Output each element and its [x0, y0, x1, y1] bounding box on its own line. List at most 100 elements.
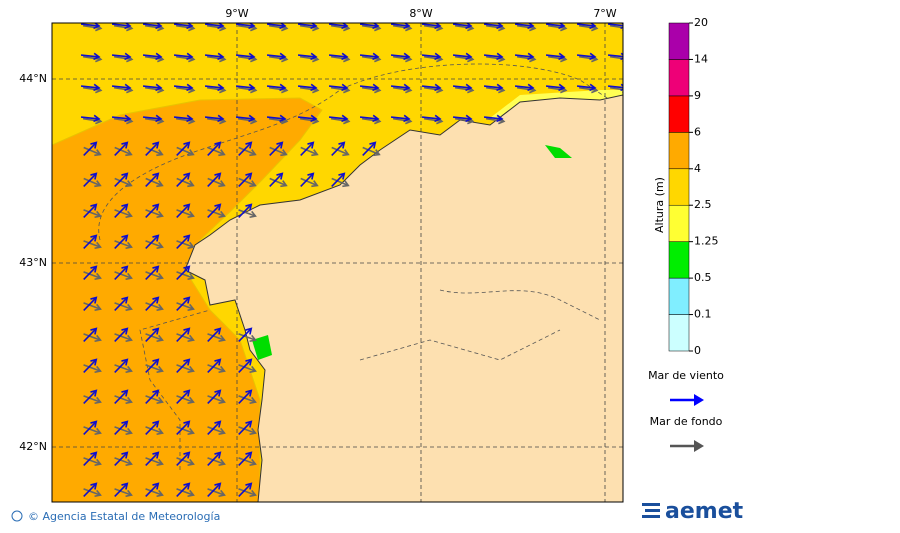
arrow	[145, 488, 163, 496]
arrowhead	[183, 451, 191, 459]
arrowhead	[214, 358, 222, 366]
arrow	[176, 209, 194, 217]
arrowhead	[589, 52, 597, 61]
lat-label: 42°N	[19, 440, 47, 453]
arrow	[238, 420, 252, 436]
arrow	[235, 116, 255, 120]
arrowhead	[218, 396, 226, 405]
arrowhead	[403, 52, 411, 61]
arrow	[176, 451, 190, 467]
arrowhead	[152, 358, 160, 366]
arrowhead	[94, 149, 102, 157]
arrowhead	[90, 141, 98, 149]
arrowhead	[187, 272, 195, 281]
arrow	[238, 146, 256, 156]
arrow	[145, 358, 159, 374]
arrowhead	[311, 149, 319, 157]
arrowhead	[156, 489, 164, 498]
arrow	[176, 234, 190, 250]
arrow	[144, 55, 164, 61]
arrow	[145, 141, 159, 157]
legend-label: Mar de viento	[648, 369, 724, 382]
arrowhead	[94, 458, 102, 467]
arrow	[359, 85, 379, 89]
arrowhead	[245, 358, 253, 366]
arrow	[392, 117, 412, 123]
arrowhead	[214, 141, 222, 149]
credit: © Agencia Estatal de Meteorología	[28, 510, 220, 523]
arrowhead	[152, 141, 160, 149]
arrowhead	[183, 420, 191, 428]
arrowhead	[496, 114, 504, 123]
arrow	[207, 209, 225, 217]
arrowhead	[121, 296, 129, 304]
arrow	[238, 203, 252, 219]
arrowhead	[156, 180, 164, 188]
arrowhead	[183, 327, 191, 335]
arrowhead	[373, 149, 381, 157]
arrow	[362, 146, 380, 156]
arrow	[173, 85, 193, 89]
arrowhead	[214, 451, 222, 459]
arrowhead	[93, 114, 101, 123]
arrow	[328, 23, 348, 27]
arrowhead	[217, 52, 225, 61]
arrow	[516, 24, 536, 30]
arrow	[83, 240, 101, 248]
arrowhead	[183, 203, 191, 211]
arrowhead	[183, 296, 191, 304]
arrowhead	[155, 23, 163, 30]
arrow	[82, 86, 102, 92]
arrow	[83, 451, 97, 467]
arrowhead	[372, 52, 380, 61]
arrow	[299, 55, 319, 61]
arrow	[145, 482, 159, 498]
arrowhead	[279, 52, 287, 61]
arrowhead	[496, 23, 504, 30]
arrowhead	[342, 180, 350, 188]
arrow	[485, 86, 505, 92]
arrowhead	[245, 389, 253, 397]
arrowhead	[249, 458, 257, 467]
arrowhead	[121, 389, 129, 397]
legend-arrowhead	[694, 394, 704, 406]
arrowhead	[245, 203, 253, 211]
arrow	[176, 327, 190, 343]
arrow	[207, 395, 225, 403]
arrowhead	[558, 83, 566, 92]
arrow	[207, 141, 221, 157]
arrow	[176, 296, 190, 312]
arrowhead	[249, 180, 257, 188]
arrow	[145, 177, 163, 187]
arrowhead	[589, 83, 597, 92]
arrowhead	[94, 334, 102, 343]
arrow	[485, 117, 505, 123]
arrow	[83, 177, 101, 187]
arrowhead	[465, 114, 473, 123]
arrow	[204, 85, 224, 89]
arrowhead	[93, 23, 101, 30]
arrow	[173, 54, 193, 58]
arrow	[111, 85, 131, 89]
axis-labels: 9°W 8°W 7°W 44°N 43°N 42°N	[19, 7, 617, 453]
arrowhead	[311, 180, 319, 188]
arrowhead	[124, 114, 132, 123]
arrow	[361, 117, 381, 123]
arrowhead	[214, 420, 222, 428]
arrowhead	[310, 23, 318, 30]
arrow	[207, 358, 221, 374]
arrowhead	[121, 358, 129, 366]
arrowhead	[248, 83, 256, 92]
arrow	[268, 24, 288, 30]
colorbar-tick-label: 4	[694, 162, 701, 175]
arrow	[299, 86, 319, 92]
arrowhead	[187, 458, 195, 467]
arrowhead	[156, 427, 164, 436]
arrowhead	[156, 303, 164, 312]
arrow	[113, 24, 133, 30]
arrow	[114, 172, 128, 188]
arrow	[142, 23, 162, 27]
arrow	[266, 85, 286, 89]
arrow	[207, 457, 225, 465]
